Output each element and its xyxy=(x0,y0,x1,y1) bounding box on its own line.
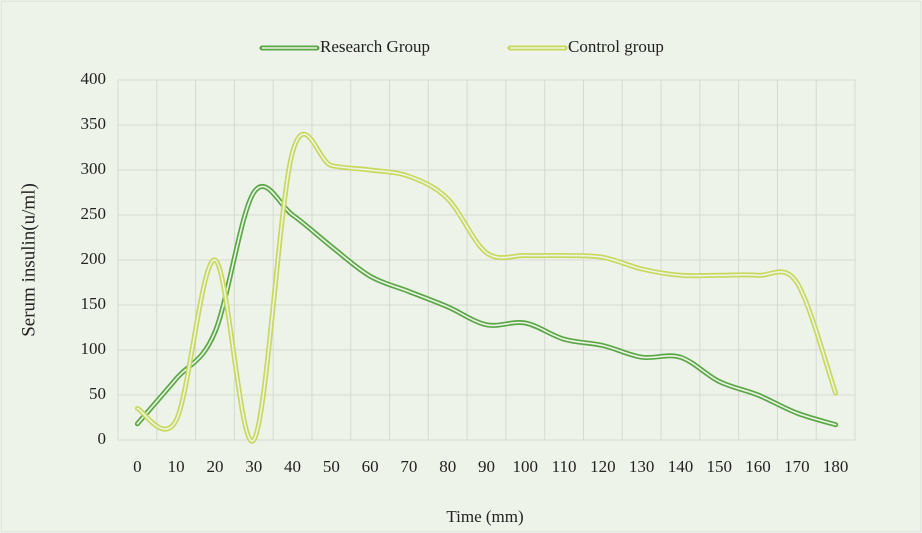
y-tick-label: 250 xyxy=(81,204,107,223)
x-tick-label: 60 xyxy=(362,457,379,476)
y-tick-label: 0 xyxy=(98,429,107,448)
x-tick-label: 100 xyxy=(513,457,539,476)
y-tick-label: 100 xyxy=(81,339,107,358)
x-tick-label: 120 xyxy=(590,457,616,476)
x-tick-label: 110 xyxy=(552,457,577,476)
x-tick-label: 10 xyxy=(168,457,185,476)
x-tick-label: 180 xyxy=(823,457,849,476)
x-tick-label: 150 xyxy=(706,457,732,476)
y-tick-label: 350 xyxy=(81,114,107,133)
x-tick-label: 20 xyxy=(206,457,223,476)
legend-label: Control group xyxy=(568,37,664,56)
series-line-inner xyxy=(136,133,837,442)
y-axis-title: Serum insulin(u/ml) xyxy=(18,183,39,337)
x-tick-label: 90 xyxy=(478,457,495,476)
x-tick-label: 140 xyxy=(668,457,694,476)
x-tick-label: 160 xyxy=(745,457,771,476)
x-tick-label: 170 xyxy=(784,457,810,476)
x-tick-label: 130 xyxy=(629,457,655,476)
legend-label: Research Group xyxy=(320,37,430,56)
x-tick-label: 30 xyxy=(245,457,262,476)
x-tick-label: 0 xyxy=(133,457,142,476)
y-tick-label: 50 xyxy=(89,384,106,403)
x-tick-label: 80 xyxy=(439,457,456,476)
series-line-inner xyxy=(136,185,837,426)
x-tick-label: 70 xyxy=(400,457,417,476)
y-tick-label: 400 xyxy=(81,69,107,88)
x-tick-label: 40 xyxy=(284,457,301,476)
x-tick-label: 50 xyxy=(323,457,340,476)
x-axis-title: Time (mm) xyxy=(446,507,523,526)
y-tick-label: 200 xyxy=(81,249,107,268)
y-tick-label: 150 xyxy=(81,294,107,313)
y-tick-label: 300 xyxy=(81,159,107,178)
